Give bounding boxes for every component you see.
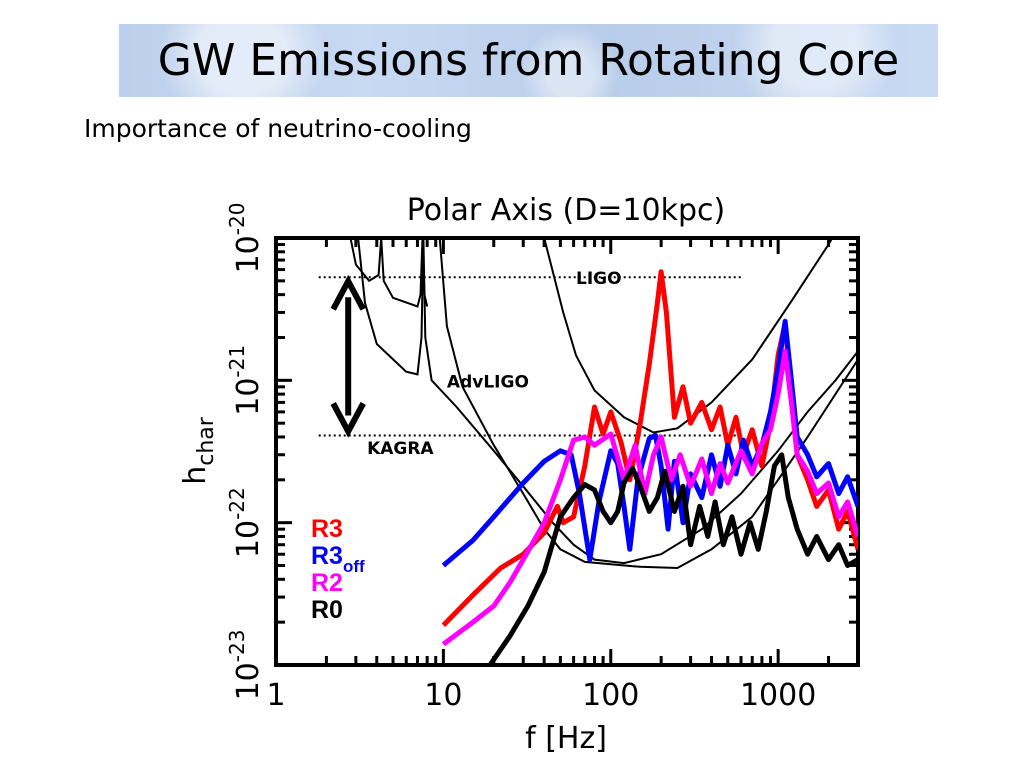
x-tick-label: 100 (582, 678, 639, 713)
x-axis-label: f [Hz] (525, 721, 607, 756)
svg-text:10-22: 10-22 (225, 487, 266, 558)
legend-entry: R3off (311, 542, 365, 576)
series-line (487, 452, 858, 665)
svg-text:10-20: 10-20 (225, 203, 266, 274)
detector-label: LIGO (576, 269, 622, 289)
detector-curve (349, 238, 429, 308)
x-tick-label: 10 (424, 678, 462, 713)
slide-subtitle: Importance of neutrino-cooling (84, 114, 472, 143)
series-line (441, 348, 858, 647)
svg-text:10-21: 10-21 (225, 345, 266, 416)
y-axis-label: hchar (178, 416, 219, 485)
y-axis-label-sub: char (194, 416, 219, 466)
x-tick-label: 1 (266, 678, 285, 713)
reference-lines (318, 274, 742, 438)
y-tick-label: 10-23 (225, 630, 266, 701)
title-bar: GW Emissions from Rotating Core (119, 24, 938, 97)
detector-curve (438, 238, 858, 570)
y-tick-label: 10-21 (225, 345, 266, 416)
legend-entry: R0 (311, 596, 343, 624)
model-series (441, 269, 858, 665)
plot-frame (274, 236, 860, 667)
double-arrow-head-bottom (330, 402, 366, 438)
double-arrow-head-top (330, 274, 366, 311)
chart-title: Polar Axis (D=10kpc) (407, 193, 725, 228)
slide-title: GW Emissions from Rotating Core (157, 35, 900, 86)
legend-entry: R2 (311, 569, 343, 597)
axis-ticks: 1 10 100 1000 10-20 10-21 10-22 10-23 (225, 203, 860, 713)
y-tick-label: 10-20 (225, 203, 266, 274)
svg-text:hchar: hchar (178, 416, 219, 485)
y-tick-label: 10-22 (225, 487, 266, 558)
detector-curve (543, 238, 834, 434)
detector-label: AdvLIGO (447, 372, 529, 392)
svg-text:10-23: 10-23 (225, 630, 266, 701)
legend-entry: R3 (311, 515, 343, 543)
x-tick-label: 1000 (740, 678, 816, 713)
y-axis-label-main: h (178, 466, 213, 485)
detector-label: KAGRA (367, 439, 434, 459)
